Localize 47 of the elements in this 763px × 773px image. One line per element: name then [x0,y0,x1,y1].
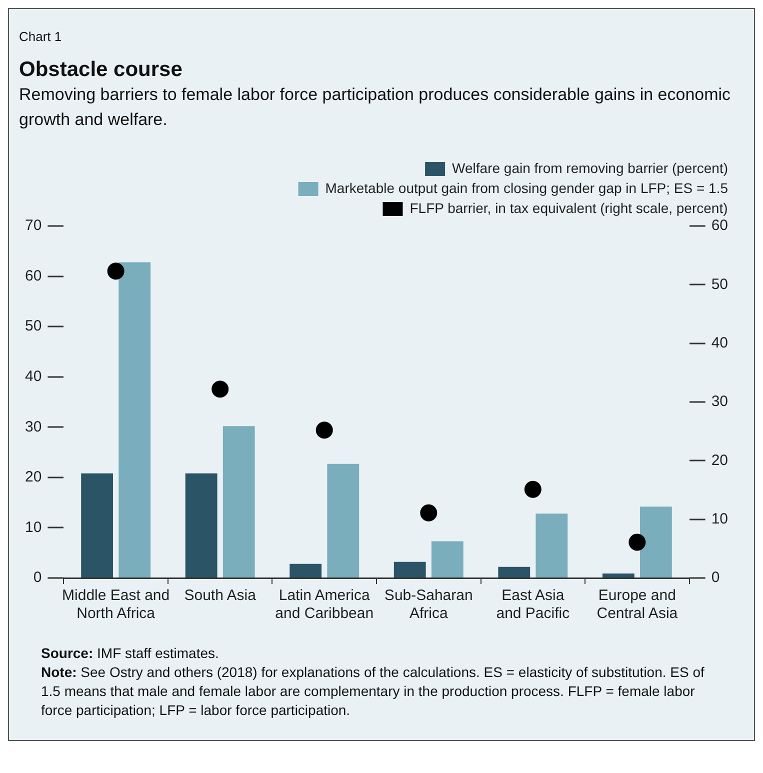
bar [81,473,114,578]
y-tick-label: 70 [24,217,42,234]
bar [536,514,568,578]
y2-tick-label: 30 [711,393,728,410]
y2-tick-label: 60 [711,217,728,234]
bar [640,506,672,578]
point [212,380,229,398]
y-tick-label: 40 [24,368,42,385]
bar [118,262,151,578]
bar [222,426,255,578]
bar [394,562,426,578]
y2-tick-label: 50 [711,276,728,293]
x-tick-label: Latin America and Caribbean [275,587,374,622]
x-tick-label: Europe and Central Asia [596,587,678,622]
y-tick-label: 60 [24,267,42,284]
x-tick-label: South Asia [184,587,257,604]
y-tick-label: 30 [24,418,42,436]
point [524,480,542,498]
y2-tick-label: 20 [711,452,728,469]
bar [498,566,530,578]
y-tick-label: 0 [33,569,42,586]
chart-subtitle: Removing barriers to female labor force participation produces considerable gains in economic growth and welfare. [19,84,732,131]
point [107,262,124,280]
point [420,504,438,522]
bar [185,473,218,578]
x-tick-label: East Asia and Pacific [496,587,570,622]
y-tick-label: 50 [24,318,42,335]
legend-label: Welfare gain from removing barrier (percent) [452,160,728,176]
source-note: Source: IMF staff estimates. [41,644,220,663]
x-tick-label: Middle East and North Africa [62,587,170,622]
point [628,534,646,551]
bar [327,464,360,578]
caption: Chart 1 [19,29,63,44]
y-tick-label: 10 [24,518,42,536]
bar [431,541,464,578]
bar [290,564,322,578]
chart-title: Obstacle course [19,58,184,82]
legend-label: FLFP barrier, in tax equivalent (right scale, percent) [410,200,728,216]
point [316,422,333,439]
text: Note: See Ostry and others (2018) for explanations of the calculations. ES = elasticity of substitution. ES of 1.5 means that male and female labor are complementary in the production process. FLFP = female labor force participation; LFP = labor force participation. [41,663,706,720]
y2-tick-label: 10 [711,510,728,528]
y-tick-label: 20 [24,468,42,486]
x-tick-label: Sub-Saharan Africa [384,587,473,622]
y2-tick-label: 0 [711,569,720,586]
y2-tick-label: 40 [711,334,728,352]
legend-label: Marketable output gain from closing gender gap in LFP; ES = 1.5 [325,180,728,196]
bar [602,573,634,578]
